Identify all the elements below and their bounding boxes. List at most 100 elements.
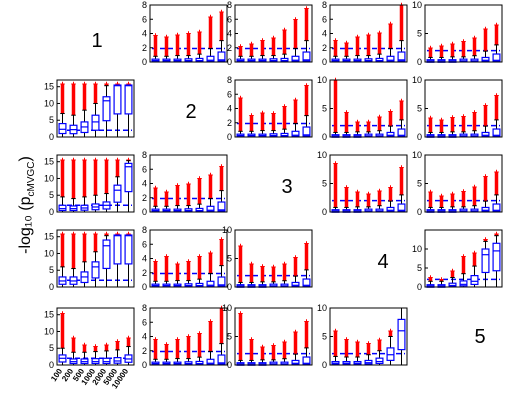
box-r4c2-6 <box>217 276 226 287</box>
outlier-marker-r2c1-1: + <box>71 79 76 89</box>
outlier-marker-r2c3-4: + <box>282 101 287 111</box>
box-r5c4-4 <box>375 357 384 365</box>
y-tick-label-r4c1-10: 10 <box>44 248 54 258</box>
outlier-marker-r5c2-5: + <box>208 317 213 327</box>
box-r3c1-0 <box>58 204 67 212</box>
outlier-marker-r3c5-3: + <box>461 186 466 196</box>
outlier-marker-r3c2-2: + <box>175 181 180 191</box>
box-r3c5-5 <box>481 206 490 212</box>
box-r4c5-4 <box>470 275 479 286</box>
box-r1c4-4 <box>375 57 384 62</box>
box-r1c3-4 <box>280 57 289 62</box>
y-tick-label-r4c2-0: 0 <box>142 282 147 292</box>
panel-r5c3: + + + + + + +0 5 10 <box>222 303 313 370</box>
y-tick-label-r2c3-4: 4 <box>227 104 232 114</box>
box-r3c4-6 <box>397 203 406 212</box>
outlier-marker-r5c1-2: + <box>82 340 87 350</box>
outlier-marker-r1c3-4: + <box>282 25 287 35</box>
outlier-marker-r5c2-2: + <box>175 334 180 344</box>
y-tick-label-r5c1-5: 5 <box>49 343 54 353</box>
y-tick-label-r3c4-0: 0 <box>322 207 327 217</box>
outlier-marker-r5c1-5: + <box>115 337 120 347</box>
box-r1c4-5 <box>386 55 395 62</box>
y-tick-label-r4c2-2: 2 <box>142 268 147 278</box>
y-tick-label-r5c2-4: 4 <box>142 332 147 342</box>
outlier-marker-r1c2-5: + <box>208 12 213 22</box>
outlier-marker-r5c3-3: + <box>271 341 276 351</box>
y-axis-label-main: -log₁₀ (p <box>17 196 34 253</box>
y-tick-label-r1c4-0: 0 <box>322 57 327 67</box>
y-tick-label-r5c3-5: 5 <box>227 332 232 342</box>
y-tick-label-r3c1-15: 15 <box>44 157 54 167</box>
box-r4c1-6 <box>124 234 133 265</box>
outlier-marker-r4c3-5: + <box>293 252 298 262</box>
y-tick-label-r5c2-2: 2 <box>142 346 147 356</box>
y-tick-label-r3c1-0: 0 <box>49 207 54 217</box>
outlier-marker-r1c3-0: + <box>238 41 243 51</box>
box-r3c5-6 <box>492 203 501 212</box>
y-tick-label-r3c2-6: 6 <box>142 164 147 174</box>
outlier-marker-r3c2-0: + <box>153 183 158 193</box>
outlier-marker-r2c1-5: + <box>115 79 120 89</box>
panel-frame-r4c5 <box>424 229 503 288</box>
outlier-marker-r2c4-2: + <box>355 117 360 127</box>
outlier-marker-r1c4-0: + <box>333 36 338 46</box>
panel-r2c1: + + + + + + +0 5 10 15 <box>44 79 135 142</box>
outlier-marker-r4c2-6: + <box>219 234 224 244</box>
outlier-marker-r1c2-0: + <box>153 31 158 41</box>
outlier-marker-r5c4-1: + <box>344 334 349 344</box>
outlier-marker-r3c1-5: + <box>115 155 120 165</box>
outlier-marker-r3c2-6: + <box>219 161 224 171</box>
panel-r4c1: + + + + + + +0 5 10 15 <box>44 229 135 292</box>
y-tick-label-r1c4-4: 4 <box>322 29 327 39</box>
y-tick-label-r2c3-0: 0 <box>227 132 232 142</box>
panel-frame-r3c1 <box>56 154 135 213</box>
outlier-marker-r2c1-3: + <box>93 79 98 89</box>
diag-label-3: 3 <box>281 176 292 198</box>
y-tick-label-r1c2-8: 8 <box>142 0 147 10</box>
box-r4c1-3 <box>91 261 100 279</box>
outlier-marker-r5c3-1: + <box>249 334 254 344</box>
outlier-marker-r4c1-2: + <box>82 229 87 239</box>
outlier-marker-r4c3-3: + <box>271 262 276 272</box>
outlier-marker-r5c1-6: + <box>126 333 131 343</box>
outlier-marker-r3c2-5: + <box>208 170 213 180</box>
y-tick-label-r2c1-10: 10 <box>44 98 54 108</box>
y-tick-label-r5c1-0: 0 <box>49 360 54 370</box>
y-tick-label-r4c3-10: 10 <box>222 225 232 235</box>
box-r5c4-6 <box>397 318 406 351</box>
box-r4c5-6 <box>492 242 501 272</box>
outlier-marker-r5c2-0: + <box>153 334 158 344</box>
box-r2c1-3 <box>91 114 100 131</box>
y-tick-label-r5c1-10: 10 <box>44 326 54 336</box>
y-tick-label-r5c3-10: 10 <box>222 303 232 313</box>
y-tick-label-r5c2-8: 8 <box>142 303 147 313</box>
outlier-marker-r4c2-3: + <box>186 256 191 266</box>
outlier-marker-r5c1-4: + <box>104 340 109 350</box>
y-tick-label-r2c1-15: 15 <box>44 82 54 92</box>
outlier-marker-r4c3-4: + <box>282 259 287 269</box>
panel-r1c5: + + + + + + +0 5 10 <box>412 0 503 67</box>
outlier-marker-r3c1-4: + <box>104 155 109 165</box>
outlier-marker-r2c1-4: + <box>104 79 109 89</box>
box-r5c2-6 <box>217 354 226 365</box>
outlier-marker-r3c1-6: + <box>126 155 131 165</box>
outlier-marker-r5c4-5: + <box>388 326 393 336</box>
outlier-marker-r4c1-6: + <box>126 229 131 239</box>
box-r1c2-6 <box>217 51 226 62</box>
outlier-marker-r4c5-2: + <box>450 266 455 276</box>
y-tick-label-r4c2-4: 4 <box>142 254 147 264</box>
box-r3c1-6 <box>124 162 133 193</box>
outlier-marker-r3c4-4: + <box>377 186 382 196</box>
outlier-marker-r3c4-5: + <box>388 182 393 192</box>
outlier-marker-r2c1-0: + <box>60 79 65 89</box>
y-tick-label-r2c4-0: 0 <box>322 132 327 142</box>
outlier-marker-r3c1-2: + <box>82 155 87 165</box>
outlier-marker-r2c4-1: + <box>344 107 349 117</box>
outlier-marker-r5c1-0: + <box>60 309 65 319</box>
outlier-marker-r2c5-6: + <box>494 90 499 100</box>
y-tick-label-r2c5-5: 5 <box>417 104 422 114</box>
y-tick-label-r4c5-0: 0 <box>417 282 422 292</box>
